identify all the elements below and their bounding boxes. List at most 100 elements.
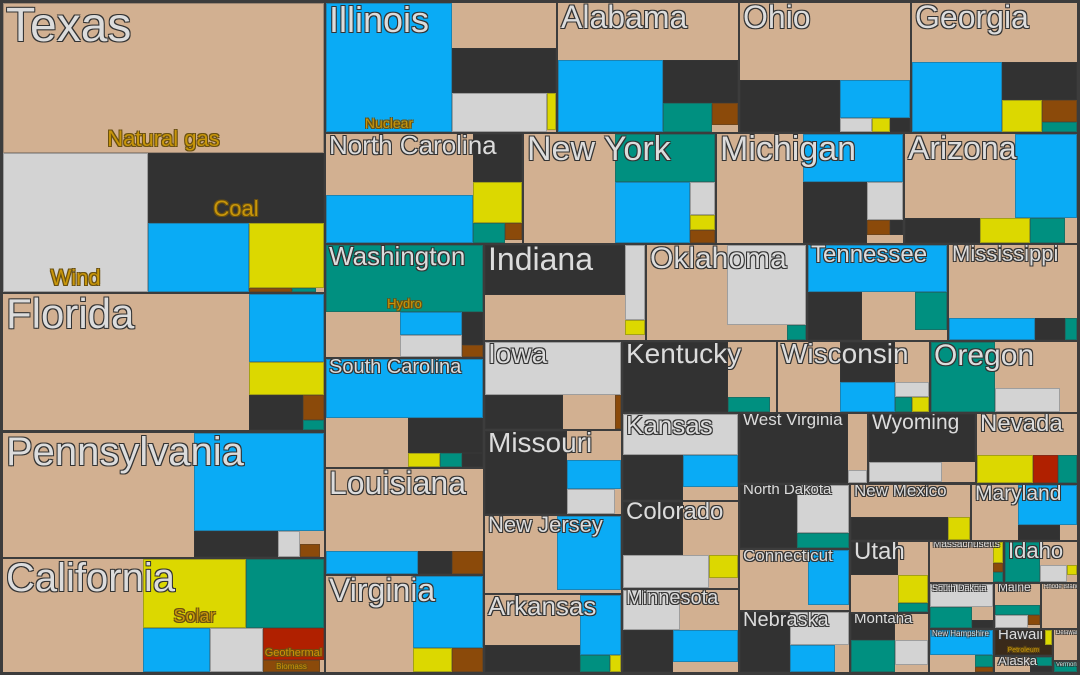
state-label: North Dakota (743, 485, 832, 498)
tile-arkansas-solar (610, 655, 621, 672)
state-label: Oregon (934, 342, 1035, 372)
state-label: Minnesota (626, 590, 719, 609)
state-label: Alaska (998, 657, 1038, 668)
state-label: West Virginia (743, 414, 843, 429)
tile-south-carolina-coal (462, 453, 483, 467)
tile-louisiana-coal (418, 551, 452, 574)
state-georgia: Georgia (912, 3, 1077, 132)
tile-missouri-nuclear (567, 460, 621, 489)
tile-mississippi-coal (1035, 318, 1065, 340)
tile-west-virginia-wind (848, 470, 867, 483)
tile-kansas-wind (623, 414, 738, 455)
tile-arizona-nuclear (1015, 134, 1077, 218)
tile-iowa-coal (485, 395, 563, 429)
tile-georgia-hydro (1042, 122, 1077, 132)
tile-new-hampshire-biomass (975, 667, 993, 672)
state-label: Washington (329, 245, 466, 271)
state-nevada: Nevada (977, 414, 1077, 483)
tile-utah-solar (898, 575, 928, 603)
state-label: Louisiana (329, 469, 466, 501)
state-virginia: Virginia (326, 576, 483, 672)
tile-missouri-coal (485, 431, 567, 514)
tile-wyoming-coal (869, 414, 975, 462)
tile-wisconsin-hydro (895, 397, 912, 412)
tile-virginia-nuclear (413, 576, 483, 648)
state-texas: Natural gas Wind Coal Texas (3, 3, 324, 292)
state-label: Nevada (980, 414, 1063, 437)
tile-georgia-solar (1002, 100, 1042, 132)
tile-north-dakota-wind (797, 485, 849, 533)
tile-arkansas-nuclear (580, 595, 621, 655)
state-label: North Carolina (329, 134, 497, 160)
state-missouri: Missouri (485, 431, 621, 514)
tile-washington-biomass (462, 345, 483, 357)
state-washington: Hydro Washington (326, 245, 483, 357)
state-label: Illinois (329, 3, 430, 40)
tile-colorado-coal (623, 502, 683, 555)
state-maryland: Maryland (972, 485, 1077, 540)
tile-georgia-coal (1002, 62, 1077, 100)
tile-montana-wind (895, 640, 928, 665)
state-label: Utah (854, 542, 905, 565)
tile-oregon-wind (995, 388, 1060, 412)
state-label: Wyoming (872, 414, 960, 434)
state-label: Mississippi (952, 245, 1059, 266)
tile-tennessee-nuclear (808, 245, 947, 292)
tile-colorado-wind (623, 555, 709, 588)
tile-nevada-geothermal (1033, 455, 1058, 483)
tile-florida-biomass (303, 395, 324, 420)
state-idaho: Idaho (1005, 542, 1077, 582)
state-wyoming: Wyoming (869, 414, 975, 482)
state-label: Rhode Island (1044, 584, 1077, 590)
tile-texas-natural-gas: Natural gas (3, 3, 324, 153)
tile-california-solar: Solar (143, 559, 246, 628)
tile-new-hampshire-nuclear (930, 630, 993, 655)
tile-new-york-nuclear (615, 182, 690, 243)
tile-michigan-wind (867, 182, 903, 220)
tile-oregon-hydro (931, 342, 995, 412)
tile-south-carolina-solar (408, 453, 440, 467)
tile-connecticut-nuclear (808, 550, 849, 605)
tile-nevada-hydro (1058, 455, 1077, 483)
tile-georgia-nuclear (912, 62, 1002, 132)
tile-alaska-coal (1030, 666, 1052, 672)
tile-massachusetts-hydro (993, 572, 1003, 582)
state-label: Colorado (626, 502, 724, 525)
tile-south-dakota-coal (972, 620, 993, 628)
tile-ohio-coal (740, 80, 840, 132)
state-label: Idaho (1008, 542, 1064, 563)
tile-pennsylvania-wind (278, 531, 300, 557)
tile-new-york-solar (690, 215, 715, 230)
tile-new-york-hydro (615, 134, 715, 182)
tile-maine-biomass (1028, 615, 1040, 625)
state-new-york: New York (524, 134, 715, 243)
tile-iowa-biomass (615, 395, 621, 429)
tile-florida-hydro (303, 420, 324, 430)
tile-texas-hydro (292, 288, 316, 292)
fuel-label: Wind (50, 265, 101, 290)
state-label: Montana (854, 614, 913, 627)
state-label: Kansas (626, 414, 713, 440)
state-new-jersey: New Jersey (485, 516, 621, 593)
state-indiana: Indiana (485, 245, 645, 340)
state-delaware: Delaware (1054, 630, 1077, 660)
state-minnesota: Minnesota (623, 590, 738, 672)
state-florida: Florida (3, 294, 324, 430)
tile-maryland-nuclear (1018, 485, 1077, 525)
tile-north-carolina-solar (473, 182, 522, 223)
state-label: Kentucky (626, 342, 742, 369)
state-arizona: Arizona (905, 134, 1077, 243)
tile-virginia-biomass (452, 648, 483, 672)
tile-south-carolina-coal (408, 418, 483, 453)
state-alabama: Alabama (558, 3, 738, 132)
tile-alabama-hydro (663, 103, 712, 132)
state-label: New Jersey (488, 516, 603, 537)
tile-alabama-coal (663, 60, 738, 103)
tile-west-virginia-coal (740, 414, 848, 483)
tile-north-carolina-hydro (473, 223, 505, 243)
tile-minnesota-nuclear (673, 630, 738, 662)
state-label: Oklahoma (650, 245, 787, 275)
state-label: Massachusetts (933, 542, 1000, 550)
tile-arkansas-hydro (580, 655, 610, 672)
